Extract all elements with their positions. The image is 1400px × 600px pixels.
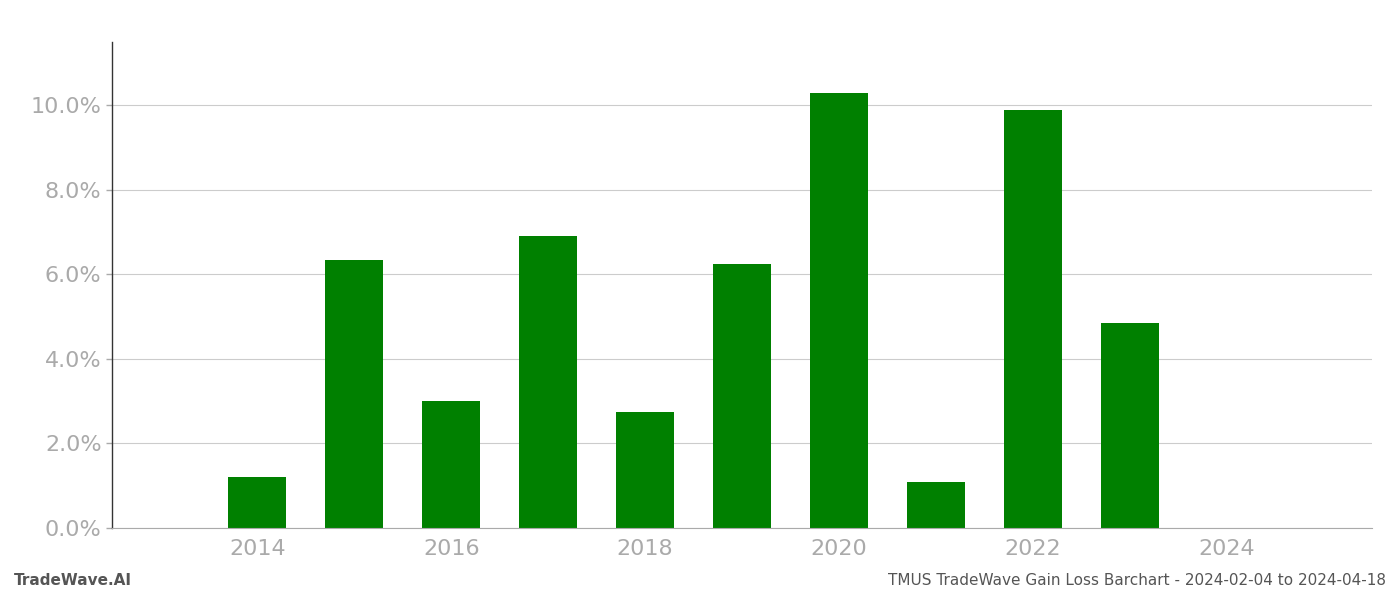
Bar <box>907 482 965 528</box>
Bar <box>809 93 868 528</box>
Bar <box>1100 323 1159 528</box>
Bar <box>325 260 384 528</box>
Bar <box>1004 110 1061 528</box>
Bar <box>616 412 675 528</box>
Bar <box>228 477 287 528</box>
Bar <box>423 401 480 528</box>
Text: TMUS TradeWave Gain Loss Barchart - 2024-02-04 to 2024-04-18: TMUS TradeWave Gain Loss Barchart - 2024… <box>888 573 1386 588</box>
Bar <box>713 264 771 528</box>
Bar <box>519 236 577 528</box>
Text: TradeWave.AI: TradeWave.AI <box>14 573 132 588</box>
